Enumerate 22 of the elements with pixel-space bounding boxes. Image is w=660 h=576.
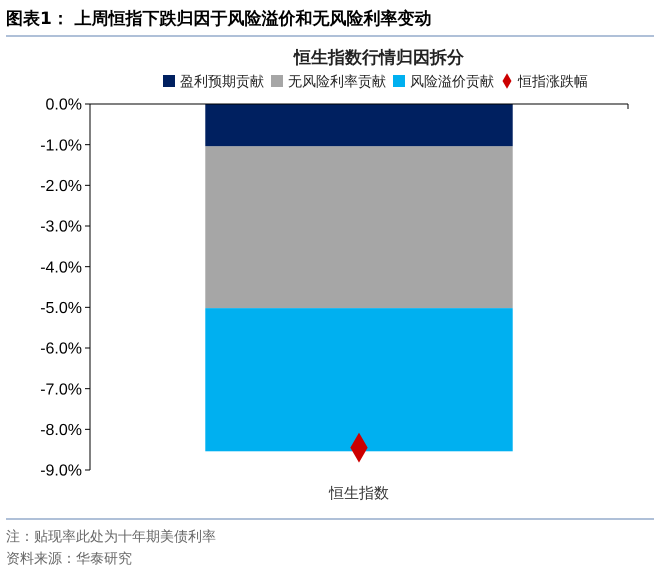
y-tick-label: -4.0% [40, 259, 82, 276]
y-tick-label: -2.0% [40, 178, 82, 195]
y-tick-label: -7.0% [40, 381, 82, 398]
bar [205, 146, 513, 308]
y-tick-label: 0.0% [46, 96, 82, 114]
legend-label: 盈利预期贡献 [180, 74, 264, 90]
text: 注：贴现率此处为十年期美债利率 [6, 529, 216, 545]
bar [205, 308, 513, 452]
chart-title: 图表1： 上周恒指下跌归因于风险溢价和无风险利率变动 [6, 9, 432, 29]
chart-subtitle: 恒生指数行情归因拆分 [293, 48, 465, 68]
legend-label: 无风险利率贡献 [288, 74, 386, 90]
y-tick-label: -9.0% [40, 462, 82, 480]
bar [205, 104, 513, 146]
x-tick-label: 恒生指数 [328, 484, 389, 502]
y-tick-label: -5.0% [40, 300, 82, 317]
legend-label: 风险溢价贡献 [410, 74, 494, 90]
text: 资料来源：华泰研究 [6, 551, 132, 567]
y-tick-label: -1.0% [40, 137, 82, 154]
y-tick-label: -3.0% [40, 218, 82, 236]
y-tick-label: -8.0% [40, 422, 82, 439]
y-tick-label: -6.0% [40, 340, 82, 358]
legend-label: 恒指涨跌幅 [517, 74, 588, 90]
